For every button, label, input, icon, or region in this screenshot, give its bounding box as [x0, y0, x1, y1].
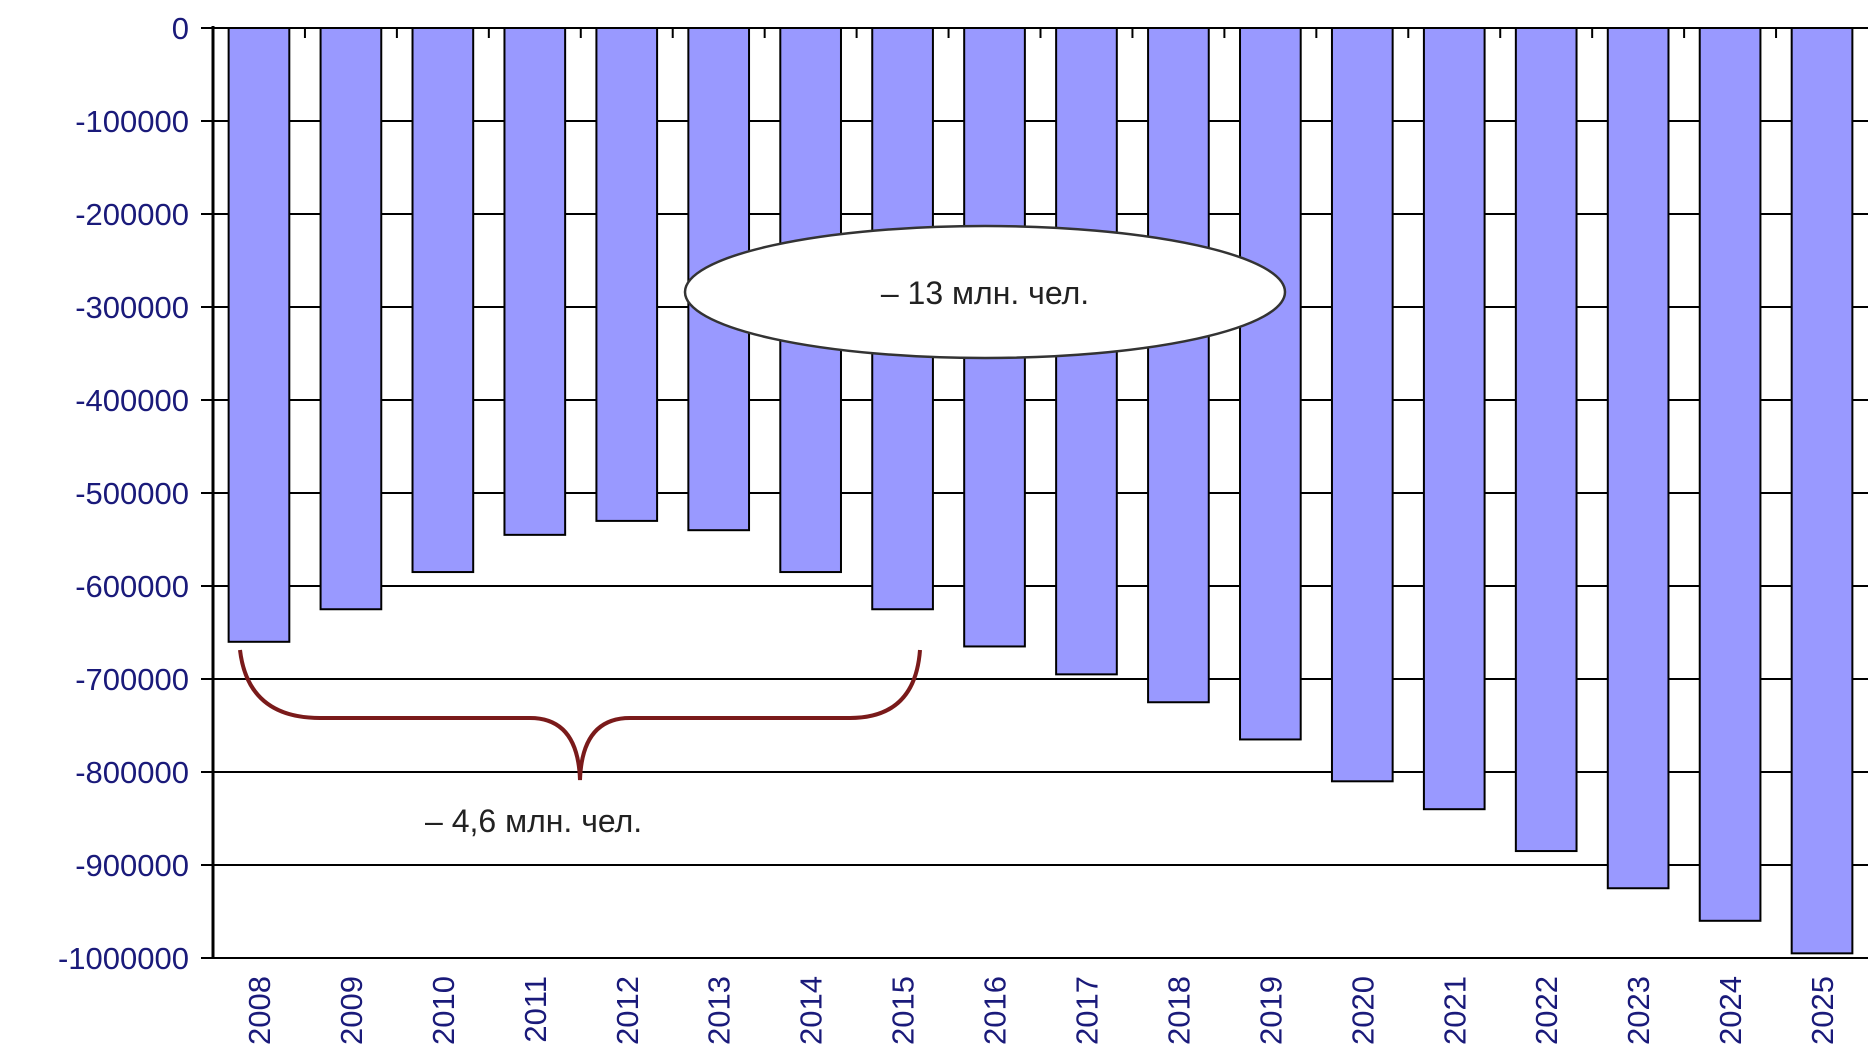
x-tick-label: 2012 — [610, 976, 645, 1045]
y-tick-label: 0 — [172, 11, 189, 46]
y-tick-label: -200000 — [75, 197, 189, 232]
brace-annotation: – 4,6 млн. чел. — [238, 649, 922, 839]
y-tick-label: -600000 — [75, 569, 189, 604]
bar-2010 — [411, 27, 475, 574]
bars — [227, 27, 1854, 955]
brace-annotation-label: – 4,6 млн. чел. — [425, 803, 642, 839]
x-tick-labels: 2008 2009 2010 2011 2012 2013 2014 2015 2016 2017… — [242, 976, 1840, 1045]
y-tick-label: -300000 — [75, 290, 189, 325]
x-tick-label: 2024 — [1713, 976, 1748, 1045]
x-tick-label: 2010 — [426, 976, 461, 1045]
x-tick-label: 2025 — [1805, 976, 1840, 1045]
annotation-ellipse — [683, 224, 1287, 360]
y-tick-labels: 0 -100000 -200000 -300000 -400000 -500000 -600… — [58, 11, 189, 976]
x-tick-label: 2009 — [334, 976, 369, 1045]
bar-2021 — [1422, 27, 1486, 811]
axes — [211, 26, 1868, 959]
bar-2023 — [1606, 27, 1670, 890]
x-tick-label: 2019 — [1253, 976, 1288, 1045]
bar-2024 — [1698, 27, 1762, 922]
x-tick-label: 2008 — [242, 976, 277, 1045]
bar-2022 — [1514, 27, 1578, 853]
x-tick-label: 2013 — [702, 976, 737, 1045]
x-tick-label: 2023 — [1621, 976, 1656, 1045]
y-tick-label: -900000 — [75, 848, 189, 883]
curly-brace — [238, 649, 922, 781]
y-tick-label: -400000 — [75, 383, 189, 418]
x-tick-label: 2015 — [886, 976, 921, 1045]
y-tick-label: -800000 — [75, 755, 189, 790]
x-tick-label: 2020 — [1345, 976, 1380, 1045]
x-tick-label: 2014 — [794, 976, 829, 1045]
y-tick-label: -700000 — [75, 662, 189, 697]
bar-2012 — [595, 27, 659, 522]
bar-2025 — [1790, 27, 1854, 955]
ellipse-annotation: – 13 млн. чел. — [683, 224, 1287, 360]
x-tick-label: 2018 — [1161, 976, 1196, 1045]
x-tick-label: 2011 — [518, 976, 553, 1043]
bar-2008 — [227, 27, 291, 643]
bar-2009 — [319, 27, 383, 611]
y-tick-label: -500000 — [75, 476, 189, 511]
bar-2020 — [1330, 27, 1394, 783]
bar-2018 — [1147, 27, 1210, 704]
x-tick-label: 2017 — [1069, 976, 1104, 1045]
x-tick-label: 2016 — [978, 976, 1013, 1045]
y-tick-label: -1000000 — [58, 941, 189, 976]
bar-2019 — [1239, 27, 1302, 741]
x-tick-label: 2022 — [1529, 976, 1564, 1045]
y-tick-label: -100000 — [75, 104, 189, 139]
x-tick-label: 2021 — [1437, 976, 1472, 1045]
ellipse-annotation-label: – 13 млн. чел. — [881, 275, 1089, 311]
bar-2011 — [503, 27, 567, 536]
